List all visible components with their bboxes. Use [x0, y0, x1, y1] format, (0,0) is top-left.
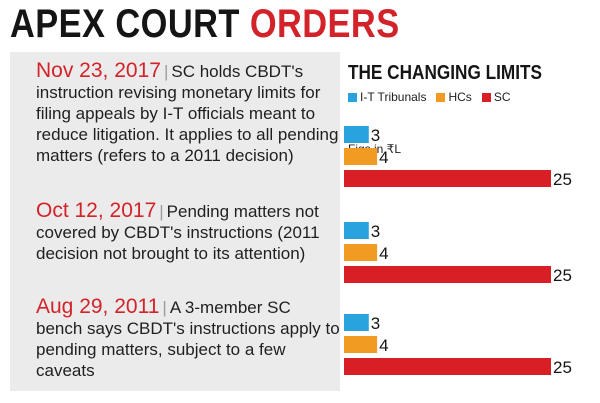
legend-item-hcs: HCs — [436, 90, 472, 104]
bar-i-t-tribunals-group-2 — [344, 222, 369, 239]
separator: | — [162, 298, 167, 317]
value-label-sc-group-1: 25 — [553, 170, 572, 189]
title-part-2: ORDERS — [249, 2, 400, 46]
entry-date: Oct 12, 2017 — [36, 199, 157, 222]
bar-hcs-group-1 — [344, 148, 378, 165]
page-title: APEX COURT ORDERS — [10, 2, 400, 46]
bar-sc-group-2 — [344, 266, 551, 283]
bar-i-t-tribunals-group-3 — [344, 314, 369, 331]
bar-sc-group-1 — [344, 170, 551, 187]
entry-text: A 3-member SC bench says CBDT's instruct… — [36, 298, 340, 380]
separator: | — [163, 62, 169, 81]
timeline-panel: Nov 23, 2017 | SC holds CBDT's instruction… — [10, 52, 340, 391]
value-label-sc-group-2: 25 — [553, 266, 572, 285]
bar-chart: 3 4 25 3 4 25 3 4 25 — [344, 126, 572, 377]
value-label-hcs-group-1: 4 — [379, 148, 388, 167]
entry-date: Aug 29, 2011 — [36, 295, 160, 318]
bar-sc-group-3 — [344, 358, 551, 375]
bar-i-t-tribunals-group-1 — [344, 126, 369, 143]
value-label-i-t-tribunals-group-2: 3 — [371, 222, 380, 241]
legend-swatch — [436, 92, 446, 102]
separator: | — [159, 202, 164, 221]
legend-label: HCs — [448, 90, 472, 104]
chart-title: THE CHANGING LIMITS — [348, 62, 542, 84]
title-part-1: APEX COURT — [10, 2, 250, 46]
timeline-entry-3: Aug 29, 2011 | A 3-member SC bench says CB… — [36, 296, 340, 381]
entry-text: Pending matters not covered by CBDT's in… — [36, 202, 320, 263]
value-label-hcs-group-2: 4 — [379, 244, 388, 263]
value-label-i-t-tribunals-group-1: 3 — [371, 126, 380, 145]
legend-item-sc: SC — [481, 90, 511, 104]
timeline-entry-1: Nov 23, 2017 | SC holds CBDT's instruction… — [36, 60, 340, 166]
value-label-hcs-group-3: 4 — [379, 336, 388, 355]
timeline-entry-2: Oct 12, 2017 | Pending matters not covered… — [36, 200, 340, 264]
legend-label: I-T Tribunals — [360, 90, 427, 104]
bar-hcs-group-3 — [344, 336, 378, 353]
entry-date: Nov 23, 2017 — [36, 59, 161, 82]
legend-label: SC — [493, 90, 511, 104]
legend-item-it-tribunals: I-T Tribunals — [348, 90, 426, 104]
legend-swatch — [348, 92, 357, 102]
chart-legend: I-T Tribunals HCs SC — [348, 90, 510, 104]
legend-swatch — [481, 92, 491, 102]
entry-text: SC holds CBDT's instruction revising mon… — [36, 62, 339, 165]
bar-hcs-group-2 — [344, 244, 378, 261]
value-label-i-t-tribunals-group-3: 3 — [371, 314, 380, 333]
value-label-sc-group-3: 25 — [553, 358, 572, 377]
